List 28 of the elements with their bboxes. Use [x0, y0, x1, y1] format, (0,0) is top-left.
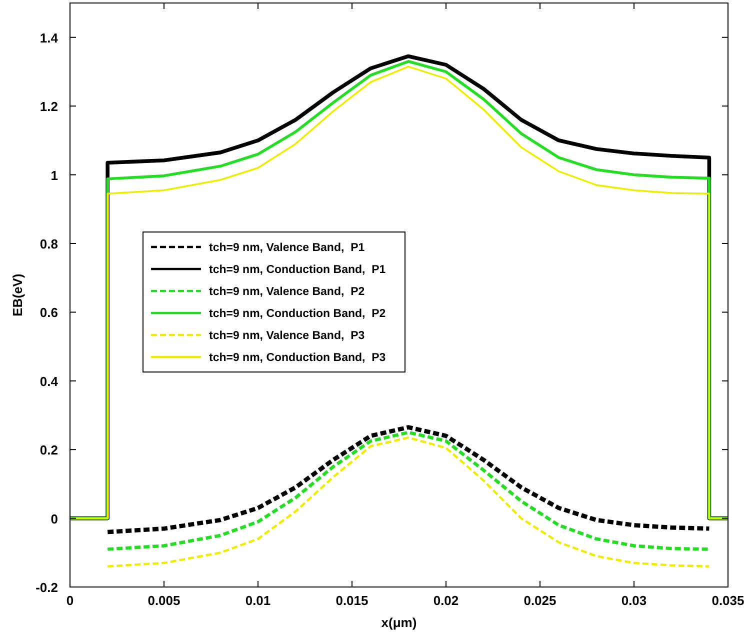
y-tick-label: 0 — [50, 511, 58, 526]
x-tick-label: 0.015 — [336, 593, 368, 608]
x-tick-label: 0 — [66, 593, 74, 608]
legend-label: tch=9 nm, Valence Band, P3 — [209, 330, 365, 342]
y-tick-label: 0.2 — [40, 442, 58, 458]
x-tick-label: 0.025 — [524, 593, 556, 608]
legend-label: tch=9 nm, Conduction Band, P3 — [209, 352, 386, 364]
y-tick-label: 0.4 — [40, 374, 59, 389]
legend-label: tch=9 nm, Valence Band, P2 — [209, 286, 365, 298]
x-tick-label: 0.005 — [148, 593, 180, 608]
y-tick-label: 1.4 — [40, 30, 59, 46]
y-tick-label: 0.8 — [40, 236, 58, 252]
y-tick-label: 1 — [50, 168, 58, 183]
x-tick-label: 0.03 — [621, 593, 647, 608]
y-axis-title: EB(eV) — [10, 274, 25, 316]
y-tick-label: 0.6 — [40, 305, 58, 320]
x-tick-label: 0.035 — [712, 593, 744, 608]
line-series — [106, 430, 711, 551]
y-tick-label: 1.2 — [40, 99, 58, 114]
x-axis-title: x(μm) — [381, 615, 417, 630]
x-tick-label: 0.02 — [433, 593, 459, 608]
legend-label: tch=9 nm, Valence Band, P1 — [209, 242, 366, 254]
y-tick-label: -0.2 — [36, 580, 58, 595]
line-series — [105, 425, 712, 534]
x-tick-label: 0.01 — [245, 593, 271, 608]
line-series — [106, 436, 710, 568]
legend-label: tch=9 nm, Conduction Band, P2 — [209, 308, 386, 320]
legend-label: tch=9 nm, Conduction Band, P1 — [209, 264, 386, 276]
